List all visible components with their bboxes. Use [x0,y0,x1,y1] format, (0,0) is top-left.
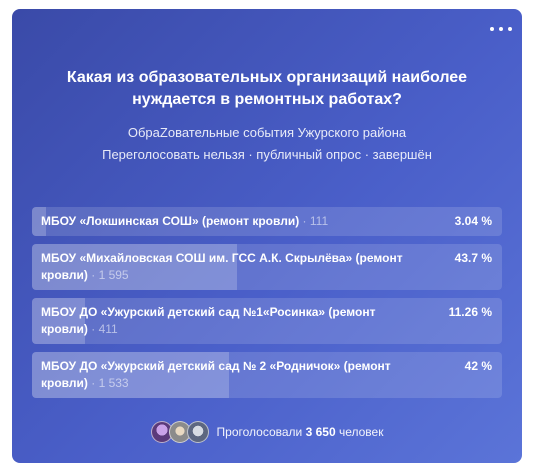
answer-fill-3 [32,298,85,344]
answer-text-4: МБОУ ДО «Ужурский детский сад № 2 «Родни… [32,352,502,398]
answer-fill-2 [32,244,238,290]
voters-unit: человек [338,425,384,439]
menu-dot [490,27,494,31]
answer-percent: 11.26 % [448,305,492,319]
poll-answer-2[interactable]: МБОУ «Михайловская СОШ им. ГСС А.К. Скры… [32,244,502,290]
answer-text-1: МБОУ «Локшинская СОШ» (ремонт кровли) · … [32,207,502,236]
poll-answer-1[interactable]: МБОУ «Локшинская СОШ» (ремонт кровли) · … [32,207,502,236]
answer-fill-1 [32,207,47,236]
voter-avatars[interactable] [150,421,209,443]
more-options-icon[interactable] [490,21,512,37]
answer-text-2: МБОУ «Михайловская СОШ им. ГСС А.К. Скры… [32,244,502,290]
poll-question: Какая из образовательных организаций наи… [66,69,468,108]
poll-voters[interactable]: Проголосовали 3 650 человек [12,421,522,443]
poll-meta: Переголосовать нельзя · публичный опрос … [102,147,432,162]
answer-text-3: МБОУ ДО «Ужурский детский сад №1«Росинка… [32,298,502,344]
menu-dot [499,27,503,31]
poll-answers: МБОУ «Локшинская СОШ» (ремонт кровли) · … [32,207,502,406]
menu-dot [508,27,512,31]
poll-author[interactable]: ОбраZовательные события Ужурского района [127,125,407,140]
poll-answer-3[interactable]: МБОУ ДО «Ужурский детский сад №1«Росинка… [32,298,502,344]
answer-vote-count: · 411 [91,322,118,336]
avatar[interactable] [186,421,209,443]
answer-vote-count: · 1 533 [91,376,129,390]
answer-vote-count: · 111 [302,214,329,228]
answer-fill-4 [32,352,230,398]
answer-label: МБОУ «Локшинская СОШ» (ремонт кровли) [41,214,300,228]
voters-count: 3 650 [305,425,336,439]
answer-label: МБОУ «Михайловская СОШ им. ГСС А.К. Скры… [41,251,403,282]
poll-card: Какая из образовательных организаций наи… [12,9,522,463]
answer-percent: 43.7 % [454,251,492,265]
voters-label: Проголосовали [216,425,303,439]
answer-percent: 42 % [464,359,492,373]
poll-answer-4[interactable]: МБОУ ДО «Ужурский детский сад № 2 «Родни… [32,352,502,398]
answer-percent: 3.04 % [454,214,492,228]
answer-label: МБОУ ДО «Ужурский детский сад № 2 «Родни… [41,359,391,390]
answer-vote-count: · 1 595 [91,268,129,282]
answer-label: МБОУ ДО «Ужурский детский сад №1«Росинка… [41,305,376,336]
